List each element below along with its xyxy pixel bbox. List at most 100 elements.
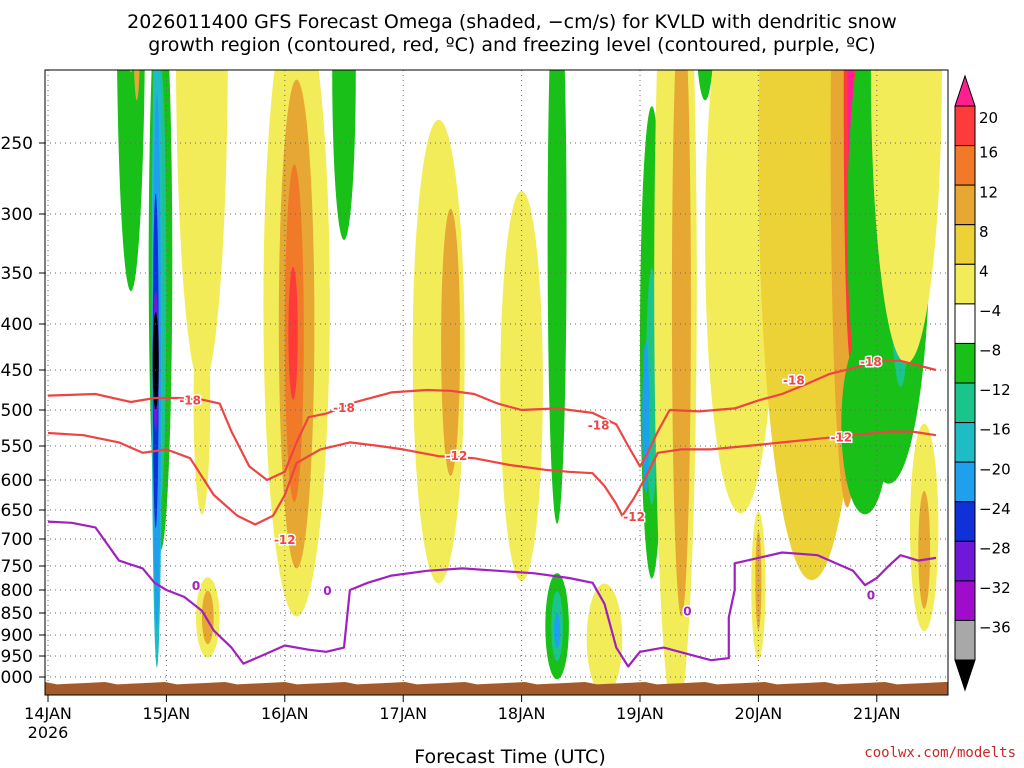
omega-shade (117, 70, 145, 292)
contour-label: -12 (274, 533, 296, 547)
contour-label: -12 (623, 510, 645, 524)
colorbar-label: −12 (979, 381, 1011, 399)
colorbar-label: −16 (979, 421, 1011, 439)
colorbar-label: −36 (979, 619, 1011, 637)
x-tick-label: 21JAN (853, 704, 901, 723)
colorbar-swatch (954, 382, 976, 424)
y-tick-label: 250 (1, 134, 33, 154)
y-tick-label: 300 (1, 205, 33, 225)
contour-labels: -18 -18 -18 -18 -18 -12 -12 -12 -12 0 0 0 0 (178, 353, 883, 620)
colorbar-swatch (954, 501, 976, 542)
y-tick-label: 700 (1, 530, 33, 550)
colorbar-label: 8 (979, 223, 989, 241)
y-tick-label: 400 (1, 315, 33, 335)
contour-label: -12 (446, 449, 468, 463)
y-tick-label: 350 (1, 264, 33, 284)
contour-line (47, 520, 937, 668)
contour-label: 0 (867, 589, 875, 603)
omega-shade (201, 590, 214, 645)
x-tick-label: 15JAN (143, 704, 191, 723)
y-tick-label: 900 (1, 626, 33, 646)
omega-shade (134, 70, 140, 101)
colorbar-swatch (954, 461, 976, 503)
colorbar-label: −28 (979, 539, 1011, 557)
omega-shade (697, 70, 713, 101)
colorbar-label: −8 (979, 342, 1001, 360)
chart-title-line-1: 2026011400 GFS Forecast Omega (shaded, −… (127, 11, 897, 33)
colorbar-label: 12 (979, 183, 998, 201)
colorbar-swatch (954, 263, 976, 305)
colorbar-swatch (954, 224, 976, 265)
x-axis-label: Forecast Time (UTC) (414, 746, 605, 768)
plot-frame (44, 69, 949, 696)
omega-shade (332, 70, 356, 240)
colorbar-swatch (954, 580, 976, 622)
colorbar-swatch (954, 303, 976, 344)
x-tick-label: 14JAN (24, 704, 72, 723)
colorbar-label: −24 (979, 500, 1011, 518)
colorbar-swatch (954, 105, 976, 147)
grid-lines (45, 70, 948, 695)
omega-shade (152, 312, 159, 410)
omega-shade (193, 289, 211, 515)
colorbar-bottom-arrow (954, 659, 976, 692)
y-tick-label: 450 (1, 361, 33, 381)
colorbar-swatch (954, 145, 976, 186)
x-tick-label: 17JAN (379, 704, 427, 723)
omega-shade (671, 70, 691, 617)
x-tick-label: 18JAN (498, 704, 546, 723)
colorbar-swatch (954, 619, 976, 661)
y-tick-label: 800 (1, 581, 33, 601)
contour-label: -18 (588, 418, 610, 432)
omega-shade (870, 70, 942, 364)
omega-shade (642, 340, 650, 494)
colorbar-label: 16 (979, 144, 998, 162)
x-tick-label: 16JAN (261, 704, 309, 723)
contour-label: 0 (323, 584, 331, 598)
y-axis-ticks: 2503003504004505005506006507007508008509… (0, 134, 45, 688)
omega-shade (554, 613, 561, 648)
contour-label: -18 (860, 355, 882, 369)
omega-shade (288, 266, 298, 400)
omega-shade (175, 70, 228, 387)
contour-line (47, 359, 937, 482)
contour-label: -18 (783, 374, 805, 388)
omega-shade (918, 490, 931, 609)
y-tick-label: 600 (1, 471, 33, 491)
colorbar-swatch (954, 184, 976, 226)
omega-shade (586, 583, 623, 695)
colorbar: 20 16 12 8 4 −4 −8 −12 −16 −20 −24 −28 −32 −36 (954, 74, 1011, 692)
x-tick-label: 20JAN (735, 704, 783, 723)
contour-label: -18 (333, 401, 355, 415)
colorbar-label: 4 (979, 262, 989, 280)
y-tick-label: 500 (1, 401, 33, 421)
contour-label: 0 (683, 605, 691, 619)
omega-shading (117, 70, 942, 695)
contour-label: -18 (179, 394, 201, 408)
colorbar-swatch (954, 422, 976, 463)
credit-text: coolwx.com/modelts (864, 745, 1016, 761)
contour-lines (47, 359, 937, 668)
contour-line (47, 430, 937, 526)
x-tick-sublabel: 2026 (28, 723, 69, 742)
colorbar-label: −32 (979, 579, 1011, 597)
contour-label: -12 (830, 431, 852, 445)
colorbar-top-arrow (954, 74, 976, 107)
omega-shade (441, 208, 461, 476)
ground-surface (45, 682, 948, 695)
omega-shade (841, 334, 889, 515)
contour-label: 0 (192, 579, 200, 593)
y-tick-label: 550 (1, 437, 33, 457)
chart-title-line-2: growth region (contoured, red, ºC) and f… (148, 34, 875, 56)
y-tick-label: 850 (1, 604, 33, 624)
y-tick-label: 1000 (0, 668, 33, 688)
y-tick-label: 750 (1, 557, 33, 577)
colorbar-label: 20 (979, 109, 998, 127)
colorbar-label: −20 (979, 460, 1011, 478)
omega-shade (547, 70, 567, 524)
colorbar-label: −4 (979, 302, 1001, 320)
y-tick-label: 950 (1, 647, 33, 667)
y-tick-label: 650 (1, 501, 33, 521)
